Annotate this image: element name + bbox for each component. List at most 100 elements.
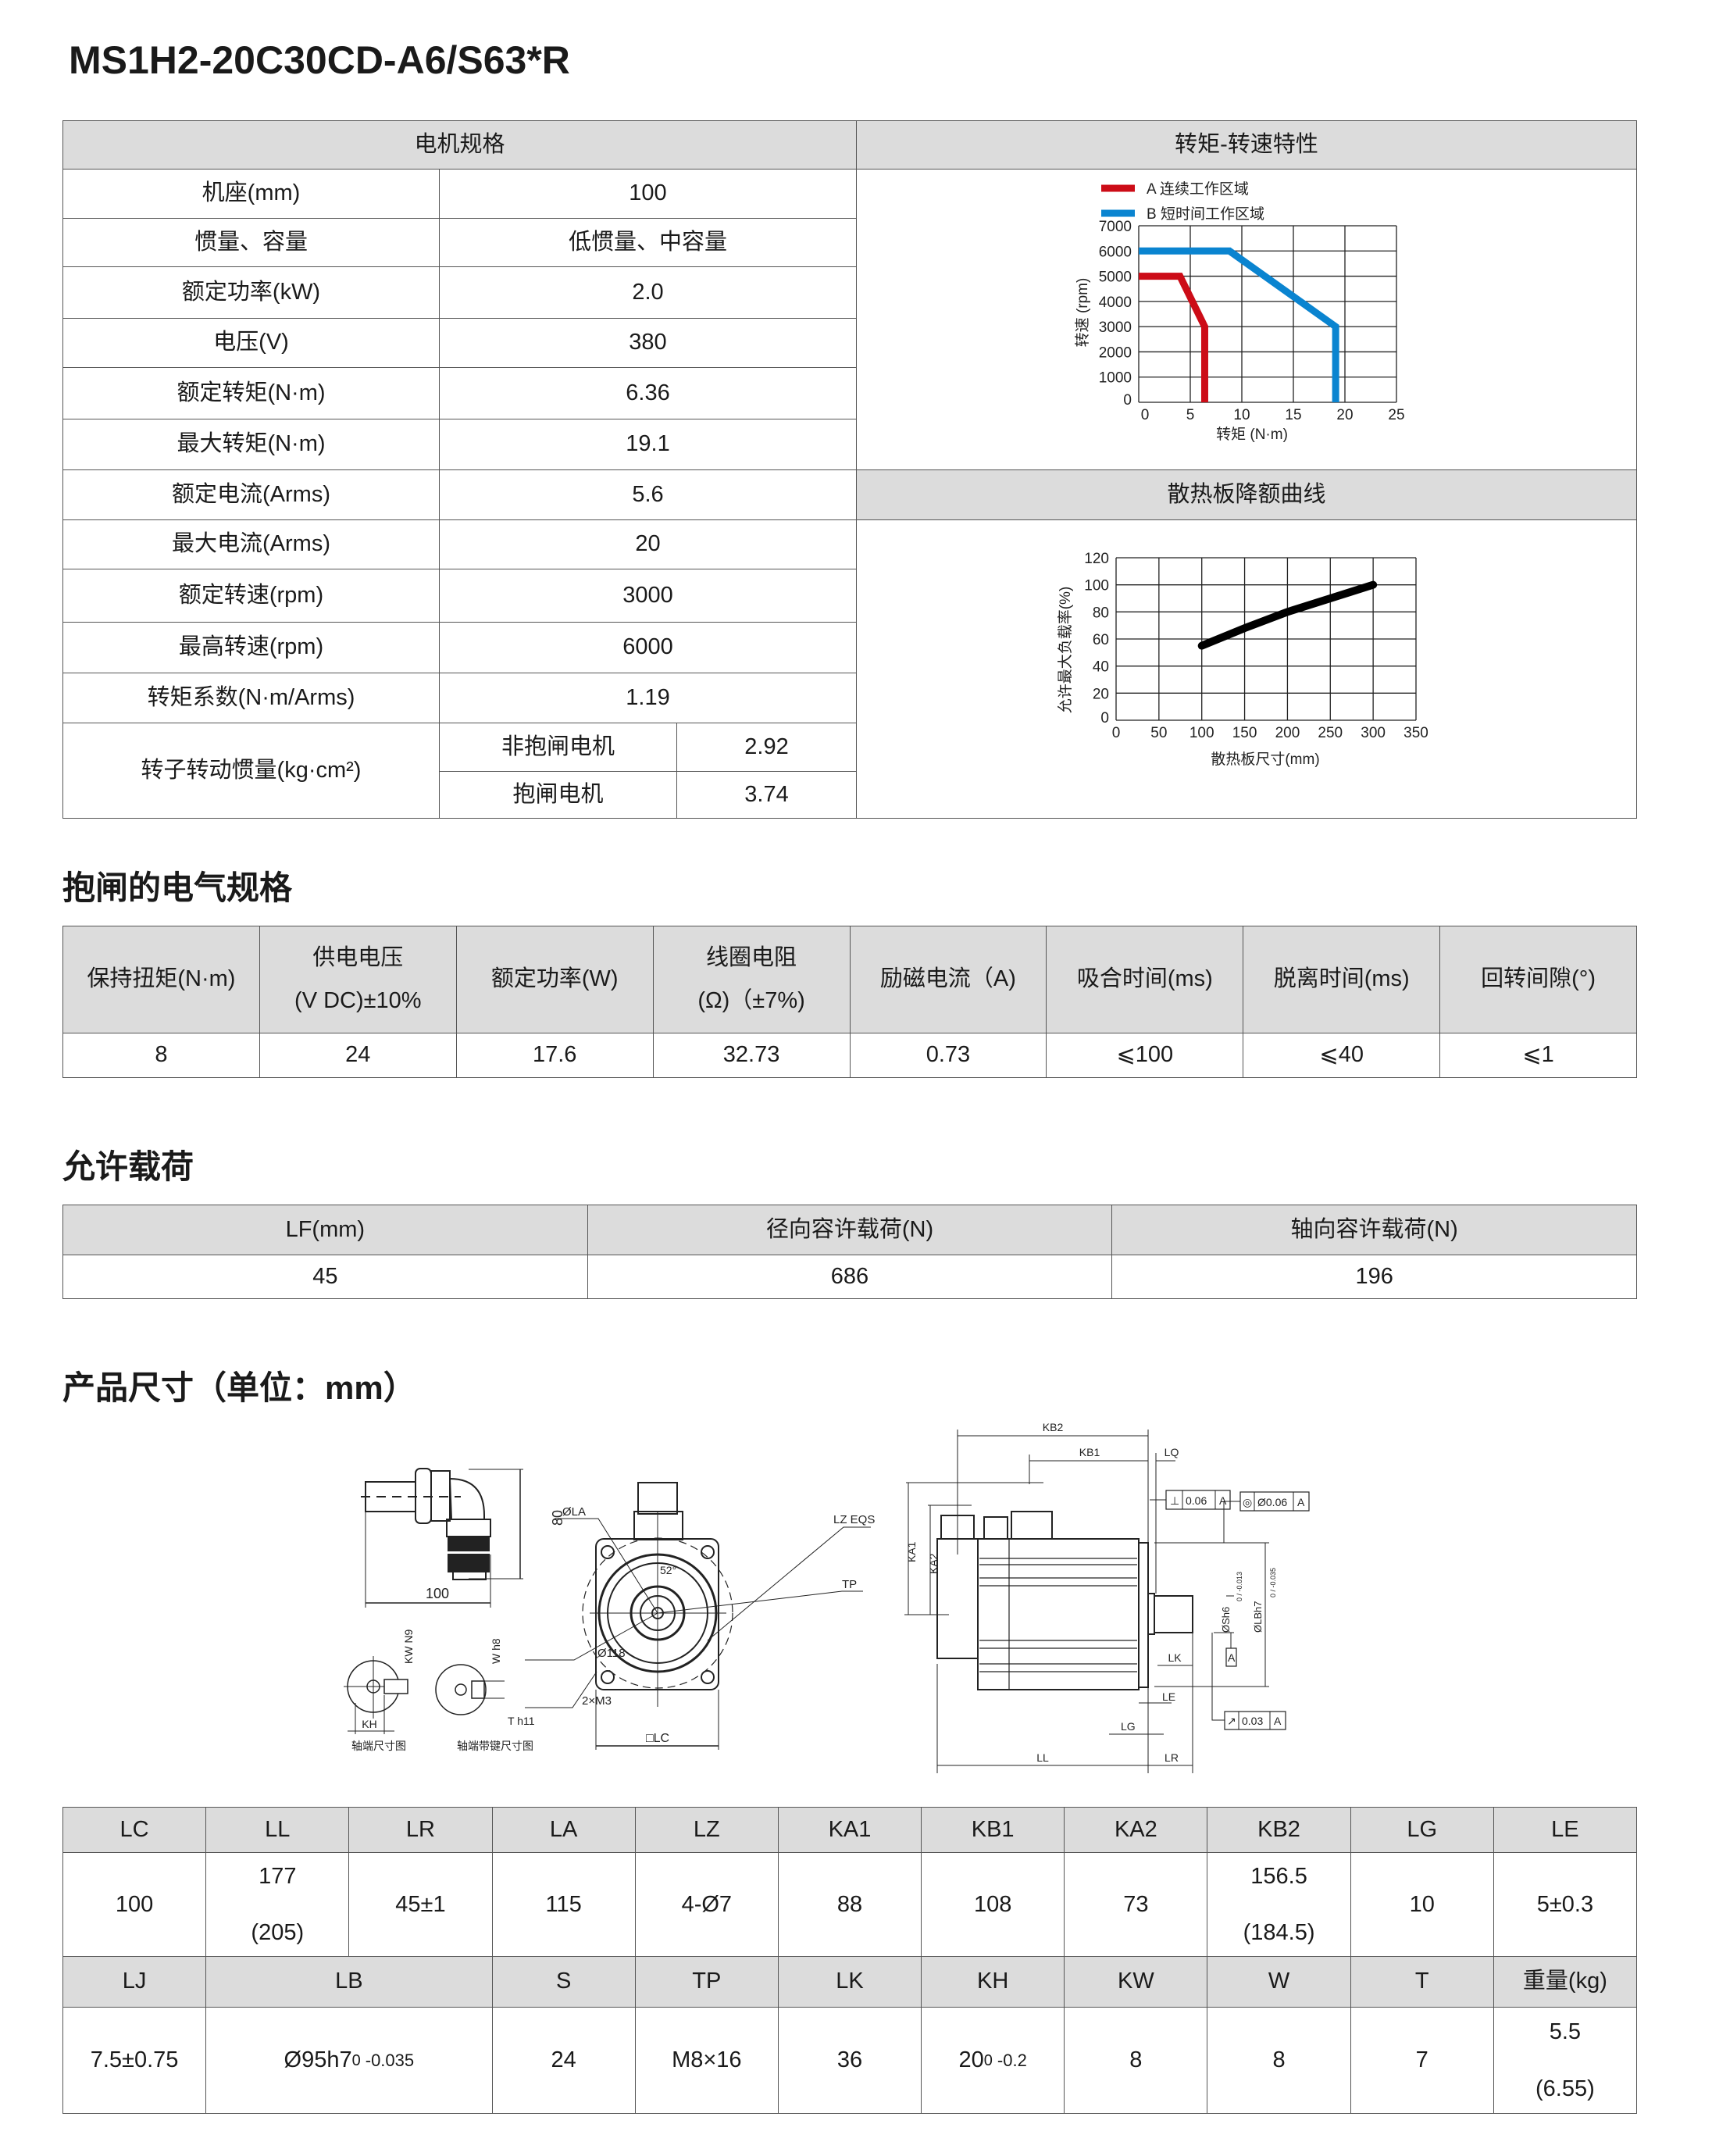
torque-speed-chart: 0 5 10 15 20 25 0 1000 2000 3000 4000 5000 6000 7000 A… xyxy=(1074,180,1405,443)
dim-header: LG xyxy=(1350,1807,1494,1853)
y-tick-label: 40 xyxy=(1093,659,1109,676)
value-sup: 0 xyxy=(983,2051,993,2069)
lq-label: LQ xyxy=(1165,1446,1179,1458)
kh-label: KH xyxy=(362,1718,376,1730)
x-axis-label: 转矩 (N·m) xyxy=(1216,426,1288,443)
brake-header: 额定功率(W) xyxy=(455,926,654,1033)
dim-header: S xyxy=(491,1956,636,2008)
dim-header: TP xyxy=(634,1956,779,2008)
spec-value: 1.19 xyxy=(439,673,857,723)
dim-header: KB1 xyxy=(921,1807,1065,1853)
x-tick-label: 250 xyxy=(1318,725,1343,741)
spec-value: 低惯量、中容量 xyxy=(439,218,857,267)
x-axis-label: 散热板尺寸(mm) xyxy=(1211,751,1319,768)
dim-header: LK xyxy=(777,1956,922,2008)
connector-view: 80 100 xyxy=(361,1468,565,1608)
x-tick-label: 150 xyxy=(1232,725,1257,741)
dim-header: T xyxy=(1350,1956,1494,2008)
dim-header: LL xyxy=(205,1807,350,1853)
concentricity-icon: ◎ xyxy=(1243,1496,1252,1508)
dim-header: W xyxy=(1207,1956,1351,2008)
brake-value: 24 xyxy=(259,1033,457,1078)
dim-header: LB xyxy=(205,1956,493,2008)
value-main: Ø95h7 xyxy=(284,2047,352,2073)
y-tick-label: 6000 xyxy=(1099,244,1132,260)
derating-chart-header: 散热板降额曲线 xyxy=(856,469,1637,520)
value-main: 20 xyxy=(958,2047,984,2073)
spec-value: 2.0 xyxy=(439,266,857,319)
dim-value: 45±1 xyxy=(348,1852,493,1957)
dim-value: 36 xyxy=(777,2007,922,2114)
dim-value: 100 xyxy=(62,1852,207,1957)
runout-tolerance: 0.03 xyxy=(1242,1715,1263,1727)
dim-value: Ø95h7 0 -0.035 xyxy=(205,2007,493,2114)
w-h8-label: W h8 xyxy=(490,1638,502,1664)
dim-value: 8 xyxy=(1064,2007,1208,2114)
angle-label: 52° xyxy=(660,1564,676,1576)
torque-chart-area xyxy=(856,169,1637,470)
spec-label: 最大转矩(N·m) xyxy=(62,419,440,470)
lbh7-tolerance: 0 / -0.035 xyxy=(1269,1568,1277,1597)
dim-value: 24 xyxy=(491,2007,636,2114)
spec-label: 额定功率(kW) xyxy=(62,266,440,319)
dim-value: 156.5 (184.5) xyxy=(1207,1852,1351,1957)
brake-header: 供电电压 (V DC)±10% xyxy=(259,926,457,1033)
brake-heading: 抱闸的电气规格 xyxy=(62,869,293,906)
derating-chart: 0 50 100 150 200 250 300 350 0 20 40 60 80 100 120 散热板尺… xyxy=(1057,551,1428,768)
dim-value: 20 0 -0.2 xyxy=(921,2007,1065,2114)
y-tick-label: 20 xyxy=(1093,686,1109,702)
spec-label: 最高转速(rpm) xyxy=(62,622,440,673)
conc-datum: A xyxy=(1297,1496,1305,1508)
perp-tolerance: 0.06 xyxy=(1186,1494,1207,1507)
x-tick-label: 0 xyxy=(1112,725,1121,741)
load-value: 686 xyxy=(587,1255,1113,1299)
dim-header: LR xyxy=(348,1807,493,1853)
spec-label: 最大电流(Arms) xyxy=(62,519,440,569)
x-tick-label: 5 xyxy=(1186,407,1195,423)
dim-value: 177 (205) xyxy=(205,1852,350,1957)
inertia-label: 转子转动惯量(kg·cm²) xyxy=(62,723,440,819)
lc-label: □LC xyxy=(646,1732,669,1745)
value-sub: -0.035 xyxy=(365,2051,415,2070)
brake-header: 脱离时间(ms) xyxy=(1243,926,1441,1033)
x-tick-label: 25 xyxy=(1388,407,1404,423)
legend-label: B 短时间工作区域 xyxy=(1147,205,1264,223)
y-tick-label: 100 xyxy=(1084,578,1109,594)
dim-value: 4-Ø7 xyxy=(634,1852,779,1957)
perpendicularity-icon: ⊥ xyxy=(1170,1494,1179,1507)
brake-header: 线圈电阻 (Ω)（±7%) xyxy=(652,926,851,1033)
spec-value: 6000 xyxy=(439,622,857,673)
inertia-sub-value: 3.74 xyxy=(676,771,857,819)
ka1-label: KA1 xyxy=(905,1541,918,1562)
dim-header: LC xyxy=(62,1807,207,1853)
lg-label: LG xyxy=(1121,1720,1136,1733)
perp-datum: A xyxy=(1219,1494,1227,1507)
x-tick-label: 350 xyxy=(1403,725,1428,741)
spec-value: 5.6 xyxy=(439,469,857,520)
spec-label: 额定电流(Arms) xyxy=(62,469,440,520)
y-tick-label: 120 xyxy=(1084,551,1109,567)
spec-value: 20 xyxy=(439,519,857,569)
kb1-label: KB1 xyxy=(1079,1446,1100,1458)
lz-label: LZ EQS xyxy=(833,1513,875,1526)
x-tick-label: 20 xyxy=(1336,407,1353,423)
le-label: LE xyxy=(1162,1690,1175,1703)
dim-header: KA2 xyxy=(1064,1807,1208,1853)
dim-header: KH xyxy=(921,1956,1065,2008)
dim-value: 7 xyxy=(1350,2007,1494,2114)
ll-label: LL xyxy=(1036,1751,1049,1764)
ka2-label: KA2 xyxy=(927,1553,940,1574)
brake-value: 32.73 xyxy=(652,1033,851,1078)
load-value: 45 xyxy=(62,1255,588,1299)
sh6-tolerance: 0 / -0.013 xyxy=(1236,1572,1243,1601)
brake-value: ⩽100 xyxy=(1046,1033,1244,1078)
y-axis-label: 允许最大负载率(%) xyxy=(1057,587,1074,714)
dim-value: 88 xyxy=(777,1852,922,1957)
y-tick-label: 3000 xyxy=(1099,319,1132,336)
torque-chart-header: 转矩-转速特性 xyxy=(856,120,1637,170)
dim-header: 重量(kg) xyxy=(1493,1956,1637,2008)
dim-value: 7.5±0.75 xyxy=(62,2007,207,2114)
datum-a-label: A xyxy=(1228,1651,1236,1664)
kw-n9-label: KW N9 xyxy=(402,1629,415,1664)
dim-value: 108 xyxy=(921,1852,1065,1957)
